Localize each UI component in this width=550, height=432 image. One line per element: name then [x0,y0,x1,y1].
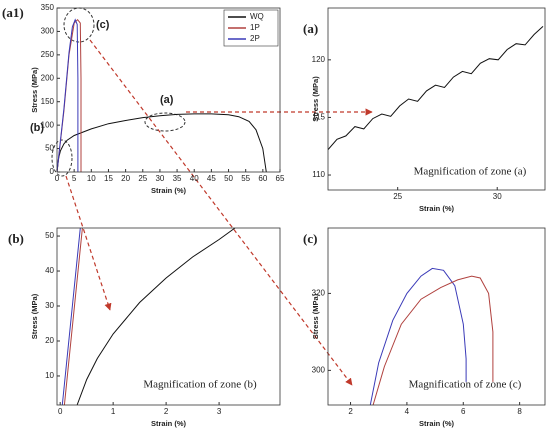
x-tick-label: 45 [207,174,216,183]
y-tick-label: 20 [45,336,54,345]
y-tick-label: 350 [41,3,55,12]
axes-frame [56,227,281,406]
plot-area [57,18,267,172]
y-tick-label: 110 [312,170,325,179]
y-tick-label: 300 [41,27,55,36]
zone-a-circle [144,112,186,132]
panel: 2 4 6 8 300 320 Strain (%) Stress (MPa) (c) Magni… [303,227,546,428]
y-tick-label: 115 [312,113,325,122]
zone-label: (b) [30,122,44,134]
y-tick-label: 0 [50,167,55,176]
x-tick-label: 10 [87,174,96,183]
x-tick-label: 2 [164,407,169,416]
x-axis-label: Strain (%) [151,419,187,428]
y-axis-label: Stress (MPa) [311,293,320,339]
x-tick-label: 4 [405,407,410,416]
y-axis-label: Stress (MPa) [30,67,39,113]
x-tick-label: 30 [493,192,502,201]
legend-label: WQ [250,12,264,21]
x-tick-label: 35 [173,174,182,183]
series-line [57,113,267,172]
y-tick-label: 320 [312,289,326,298]
y-axis-label: Stress (MPa) [311,76,320,122]
x-axis-label: Strain (%) [419,204,455,213]
plot-area [369,267,494,405]
y-tick-label: 120 [312,55,326,64]
y-axis-label: Stress (MPa) [30,293,39,339]
x-tick-label: 20 [121,174,130,183]
x-tick-label: 3 [217,407,222,416]
y-tick-label: 50 [45,231,54,240]
zone-caption: Magnification of zone (c) [409,379,522,391]
panel: 25 30 110 115 120 Strain (%) Stress (MPa) (a) Ma… [303,7,546,213]
zone-label: (a) [160,94,174,106]
x-tick-label: 65 [276,174,285,183]
series-line [61,228,81,405]
y-tick-label: 150 [41,97,55,106]
plot-area [328,26,544,151]
x-tick-label: 25 [138,174,147,183]
legend-label: 1P [250,23,260,32]
panel-label: (c) [303,231,317,246]
x-tick-label: 30 [155,174,164,183]
x-tick-label: 60 [258,174,267,183]
zone-caption: Magnification of zone (b) [143,379,257,391]
axes-frame [327,7,546,191]
x-tick-label: 6 [461,407,466,416]
arrow-c [89,39,353,386]
x-tick-label: 40 [190,174,199,183]
panel-label: (a1) [2,5,24,20]
x-tick-label: 0 [58,407,63,416]
y-tick-label: 100 [41,120,55,129]
axes-frame [327,227,546,406]
series-line [76,228,236,405]
y-tick-label: 50 [45,144,54,153]
x-axis-label: Strain (%) [419,419,455,428]
y-tick-label: 200 [41,73,55,82]
arrow-b [65,175,112,311]
zone-b-circle [51,139,73,177]
y-tick-label: 30 [45,301,54,310]
series-line [372,275,494,405]
y-tick-label: 250 [41,50,55,59]
x-tick-label: 1 [111,407,116,416]
x-tick-label: 8 [517,407,522,416]
panel-label: (b) [8,231,24,246]
zone-caption: Magnification of zone (a) [414,166,527,178]
plot-area [61,228,236,405]
y-tick-label: 300 [312,365,326,374]
panel: 0 1 2 3 10 20 30 40 50 Strain (%) Stress (MPa) (b) M… [8,227,281,428]
panel-label: (a) [303,21,318,36]
zone-c-circle [63,7,95,43]
series-line [328,26,544,151]
axes-frame [56,7,281,173]
x-tick-label: 0 [55,174,60,183]
series-line [63,228,83,405]
x-tick-label: 15 [104,174,113,183]
series-line [57,18,79,172]
x-tick-label: 5 [72,174,77,183]
legend: WQ 1P 2P [223,9,279,47]
x-tick-label: 55 [241,174,250,183]
x-tick-label: 25 [393,192,402,201]
legend-label: 2P [250,34,260,43]
series-line [369,267,467,405]
zoom-arrows [65,39,373,386]
zone-label: (c) [96,19,110,31]
x-tick-label: 50 [224,174,233,183]
y-tick-label: 10 [45,371,54,380]
zoom-marks [51,7,186,177]
panel: 0 5 10 15 20 25 30 35 40 45 50 55 60 65 0 50 100 150 200 25… [2,3,285,195]
y-tick-label: 40 [45,266,54,275]
x-tick-label: 2 [348,407,353,416]
x-axis-label: Strain (%) [151,186,187,195]
